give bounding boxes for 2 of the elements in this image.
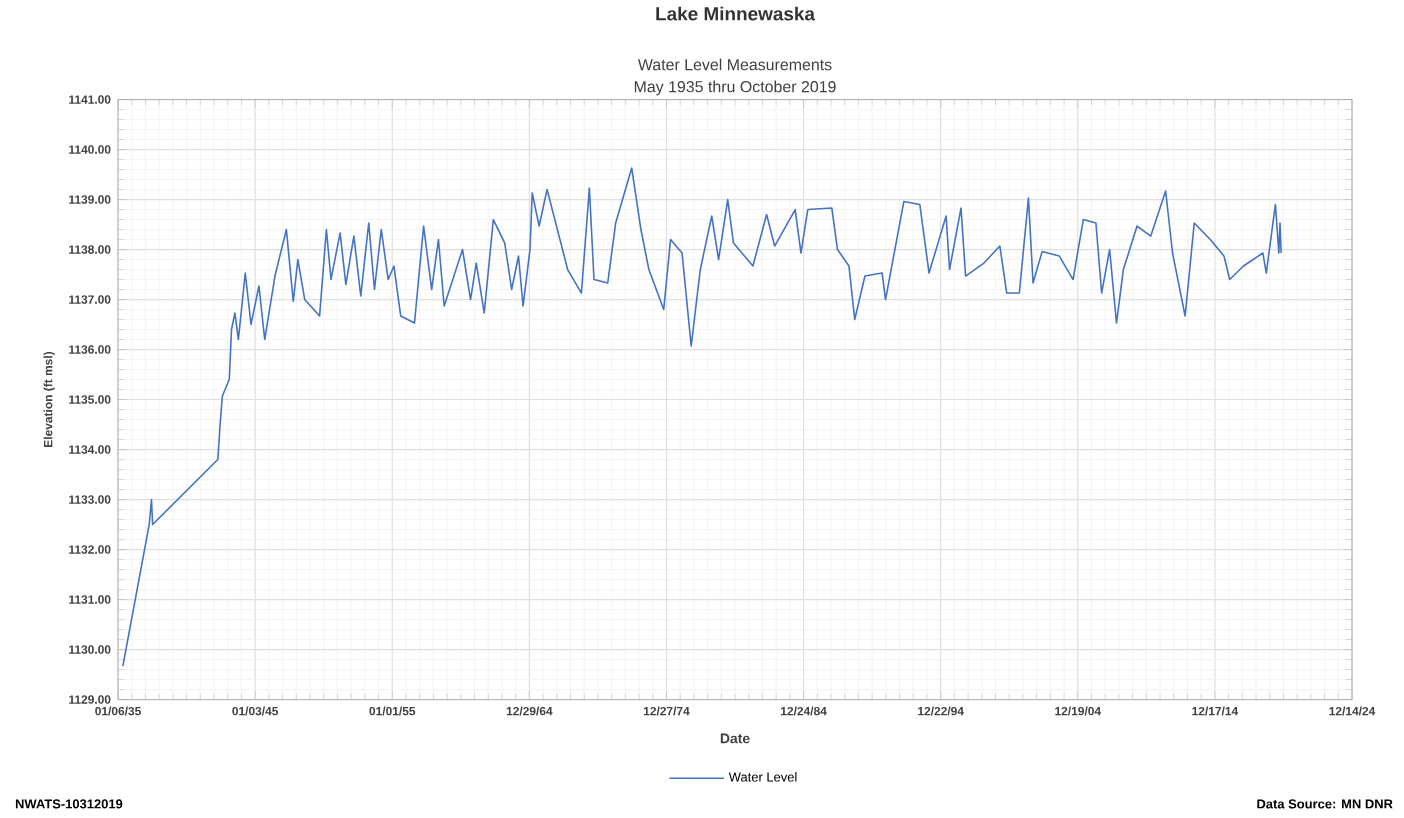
line-series xyxy=(122,167,1282,668)
chart-title: Lake Minnewaska xyxy=(656,6,816,21)
